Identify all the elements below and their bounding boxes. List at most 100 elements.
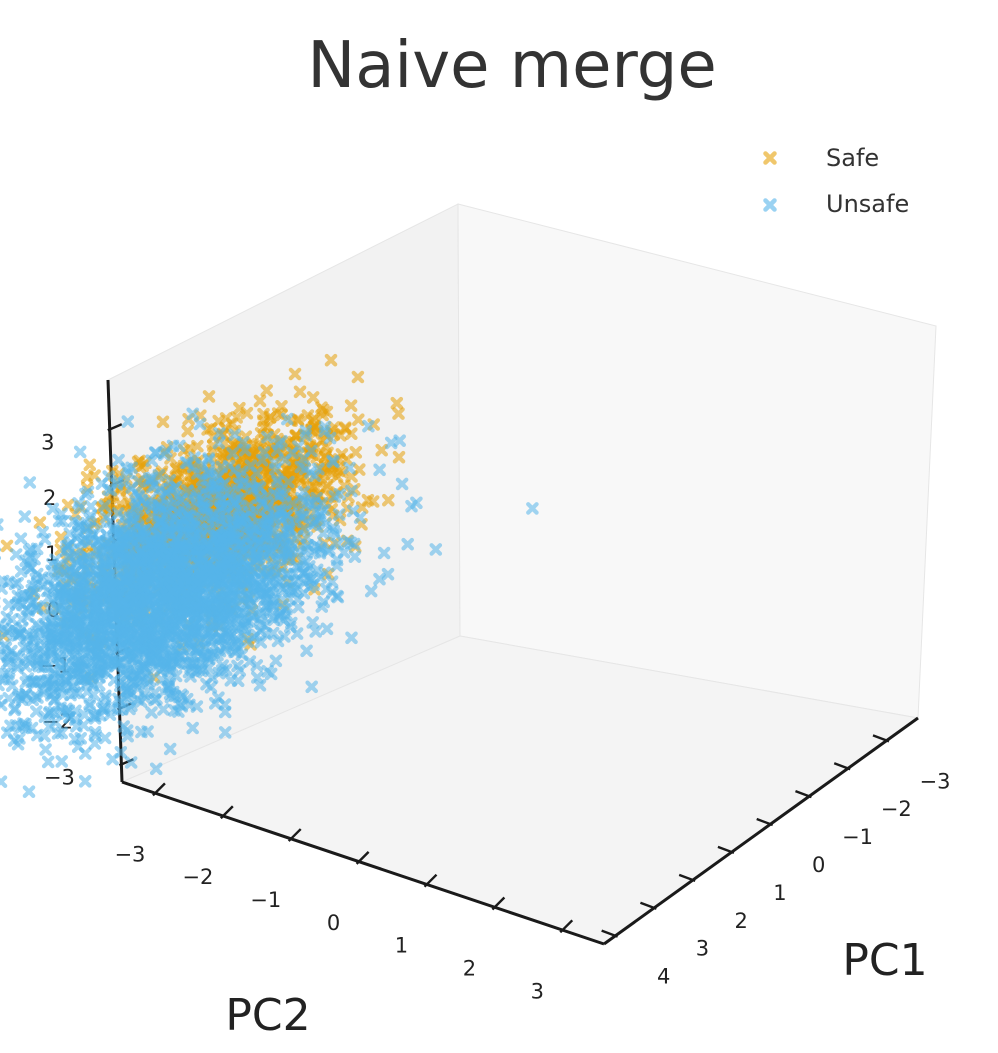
z-tick-label: 2	[43, 486, 56, 510]
point	[132, 475, 146, 488]
point	[71, 740, 85, 753]
point	[250, 659, 264, 672]
point	[191, 467, 204, 480]
point	[77, 552, 91, 566]
point	[48, 572, 62, 585]
point	[180, 596, 194, 610]
point	[162, 523, 175, 536]
point	[362, 419, 375, 433]
point	[190, 600, 203, 613]
point	[117, 665, 130, 678]
point	[173, 539, 187, 552]
x-tick-label: −2	[881, 797, 912, 821]
point	[87, 688, 101, 701]
point	[202, 661, 215, 675]
point	[310, 491, 323, 505]
point	[291, 414, 305, 427]
point	[218, 726, 232, 739]
point	[261, 665, 274, 678]
point	[327, 455, 340, 469]
point	[238, 443, 252, 457]
point	[212, 436, 226, 450]
point	[292, 440, 305, 453]
point	[134, 619, 148, 632]
legend-marker-unsafe	[763, 198, 777, 212]
point	[348, 550, 362, 563]
point	[97, 622, 110, 635]
point	[83, 581, 96, 595]
point	[117, 511, 131, 524]
point	[46, 614, 60, 628]
point	[196, 649, 209, 662]
point	[324, 353, 338, 367]
point	[95, 593, 108, 607]
series-unsafe	[0, 407, 539, 798]
point	[200, 575, 213, 588]
point	[18, 510, 32, 523]
point	[373, 572, 386, 586]
x-tick-mark	[639, 901, 657, 910]
point	[163, 742, 177, 756]
point	[315, 600, 329, 613]
point	[260, 384, 273, 397]
point	[231, 574, 244, 587]
point	[141, 536, 155, 549]
point	[148, 693, 161, 707]
y-tick-mark	[287, 828, 302, 842]
point	[159, 656, 172, 670]
point	[242, 499, 256, 512]
point	[8, 577, 22, 591]
point	[149, 527, 162, 540]
point	[83, 697, 96, 711]
point	[346, 504, 360, 518]
point	[73, 445, 87, 459]
point	[117, 720, 130, 733]
point	[276, 530, 290, 543]
point	[313, 506, 327, 520]
point	[53, 603, 67, 617]
point	[117, 643, 131, 656]
point	[174, 688, 188, 701]
x-tick-mark	[717, 845, 735, 855]
point	[330, 589, 344, 603]
point	[169, 636, 182, 649]
y-tick-label: −1	[250, 888, 281, 912]
point	[330, 559, 344, 573]
point	[218, 641, 232, 655]
point	[118, 679, 132, 692]
point	[78, 775, 92, 788]
point	[329, 528, 343, 541]
point	[233, 538, 247, 551]
point	[21, 610, 34, 623]
point	[30, 602, 44, 615]
point	[261, 420, 274, 434]
x-tick-mark	[756, 817, 774, 827]
point	[149, 762, 163, 776]
point	[364, 584, 378, 598]
point	[174, 494, 187, 507]
point	[122, 466, 135, 480]
point	[345, 484, 358, 498]
scatter-points	[0, 353, 539, 798]
point	[306, 391, 320, 404]
point	[70, 531, 84, 544]
point	[195, 532, 209, 546]
point	[53, 652, 67, 665]
point	[11, 737, 25, 751]
point	[104, 539, 117, 553]
x-tick-mark	[872, 734, 890, 743]
point	[36, 525, 49, 539]
point	[14, 565, 28, 578]
point	[208, 640, 221, 653]
y-tick-mark	[152, 782, 166, 797]
point	[222, 459, 236, 473]
point	[305, 680, 318, 694]
point	[201, 467, 215, 481]
point	[253, 581, 266, 594]
point	[138, 575, 152, 588]
point	[22, 785, 36, 798]
y-tick-label: 3	[531, 979, 544, 1003]
point	[39, 743, 52, 756]
point	[268, 512, 281, 526]
